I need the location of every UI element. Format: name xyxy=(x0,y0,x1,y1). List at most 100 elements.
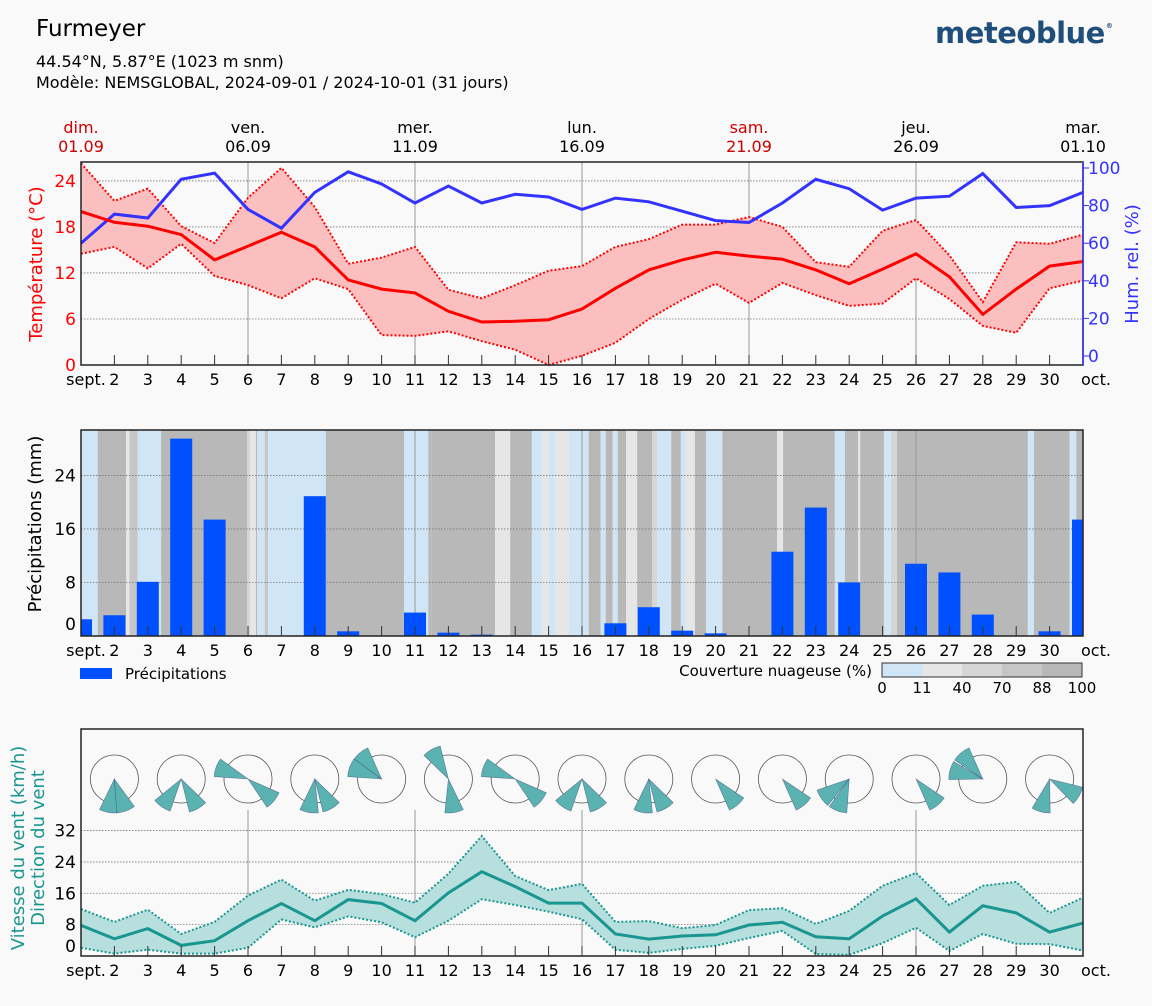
wind-direction-sector xyxy=(781,778,812,811)
wind-direction-sector xyxy=(514,778,547,808)
cloud-cover-stripe xyxy=(883,430,891,636)
precipitation-bar xyxy=(838,582,861,636)
x-tick-label: 5 xyxy=(210,370,220,389)
wind-rose xyxy=(624,754,674,814)
x-tick-label: 12 xyxy=(438,641,458,660)
x-tick-label: 8 xyxy=(310,641,320,660)
x-tick-label: 16 xyxy=(572,641,592,660)
humidity-tick-label: 60 xyxy=(1088,234,1110,254)
model-info: Modèle: NEMSGLOBAL, 2024-09-01 / 2024-10… xyxy=(36,73,509,92)
wind-direction-sector xyxy=(915,778,945,811)
wind-rose-circle xyxy=(490,754,540,804)
temperature-panel: sept. 2 3 4 5 6 7 8 9 10 11 12 13 14 15 16 17 18 19 20 21 22 2… xyxy=(26,159,1143,389)
x-tick-label: 4 xyxy=(176,641,186,660)
precipitation-bar xyxy=(804,507,827,636)
wind-direction-sector xyxy=(948,761,984,780)
x-tick-label: 29 xyxy=(1006,370,1026,389)
cloud-cover-stripe xyxy=(694,430,707,636)
weekday-label: mar. xyxy=(1065,118,1101,137)
wind-rose-circle xyxy=(824,754,874,804)
cloud-cover-stripe xyxy=(264,430,269,636)
cloud-cover-legend-tick: 11 xyxy=(912,679,931,697)
cloud-cover-stripe xyxy=(495,430,511,636)
wind-rose-circle xyxy=(223,754,273,804)
wind-direction-sector xyxy=(480,758,517,780)
cloud-cover-stripe xyxy=(81,430,98,636)
x-tick-label: 28 xyxy=(973,641,993,660)
cloud-cover-stripe xyxy=(706,430,723,636)
cloud-cover-stripe xyxy=(626,430,638,636)
wind-rose xyxy=(90,754,139,814)
x-tick-label: oct. xyxy=(1081,641,1111,660)
cloud-cover-stripe xyxy=(600,430,606,636)
cloud-cover-stripe xyxy=(612,430,618,636)
x-tick-label: 18 xyxy=(639,370,659,389)
humidity-axis-label: Hum. rel. (%) xyxy=(1122,204,1143,324)
x-tick-label: 10 xyxy=(371,641,391,660)
cloud-cover-legend-swatch xyxy=(922,663,962,677)
x-tick-label: 12 xyxy=(438,961,458,980)
cloud-cover-legend-swatch xyxy=(1002,663,1042,677)
precipitation-bar xyxy=(938,572,961,636)
x-tick-label: 23 xyxy=(806,641,826,660)
wind-direction-sector xyxy=(314,778,340,813)
x-tick-label: 3 xyxy=(143,641,153,660)
cloud-cover-stripe xyxy=(860,430,884,636)
date-label: 01.10 xyxy=(1060,137,1106,156)
cloud-cover-legend-tick: 0 xyxy=(877,679,887,697)
x-tick-label: 28 xyxy=(973,961,993,980)
cloud-cover-legend-tick: 70 xyxy=(992,679,1011,697)
cloud-cover-stripe xyxy=(428,430,432,636)
cloud-cover-stripe xyxy=(250,430,257,636)
wind-tick-label: 0 xyxy=(65,937,76,957)
x-tick-label: 18 xyxy=(639,961,659,980)
weekday-label: sam. xyxy=(730,118,769,137)
x-tick-label: 8 xyxy=(310,370,320,389)
precipitation-bar xyxy=(905,563,927,636)
wind-rose-circle xyxy=(156,754,206,804)
wind-direction-sector xyxy=(581,778,607,813)
x-tick-label: 14 xyxy=(505,641,525,660)
wind-direction-sector xyxy=(114,777,135,814)
wind-tick-label: 24 xyxy=(54,853,76,873)
x-tick-label: 2 xyxy=(109,370,119,389)
weekday-label: lun. xyxy=(567,118,597,137)
wind-range-band xyxy=(81,836,1083,955)
wind-direction-sector xyxy=(1048,778,1083,804)
cloud-cover-stripe xyxy=(588,430,601,636)
wind-rose-circle xyxy=(758,754,807,804)
x-tick-label: 24 xyxy=(839,961,859,980)
precipitation-bar xyxy=(81,619,92,636)
x-tick-label: 26 xyxy=(906,370,926,389)
wind-rose xyxy=(347,747,407,804)
weekday-label: mer. xyxy=(397,118,433,137)
wind-rose xyxy=(891,754,945,811)
cloud-cover-legend-frame xyxy=(881,662,1083,678)
precipitation-bar xyxy=(404,612,426,636)
humidity-tick-label: 40 xyxy=(1088,272,1110,292)
precipitation-legend-label: Précipitations xyxy=(125,665,227,683)
cloud-cover-stripe xyxy=(568,430,589,636)
wind-direction-sector xyxy=(154,778,182,812)
x-tick-label: 14 xyxy=(505,370,525,389)
meteoblue-logo[interactable]: meteoblue® xyxy=(935,16,1113,50)
wind-direction-sector xyxy=(180,778,207,813)
wind-rose xyxy=(1025,754,1083,814)
date-label: 21.09 xyxy=(726,137,772,156)
precipitation-bar xyxy=(103,615,126,636)
wind-rose-circle xyxy=(691,754,740,804)
wind-direction-sector xyxy=(633,777,653,814)
cloud-cover-stripe xyxy=(1033,430,1070,636)
cloud-cover-stripe xyxy=(722,430,778,636)
x-tick-label: 20 xyxy=(705,961,725,980)
precipitation-bar xyxy=(1072,519,1083,636)
x-tick-label: 23 xyxy=(806,961,826,980)
x-tick-label: 17 xyxy=(605,641,625,660)
cloud-cover-stripe xyxy=(97,430,127,636)
wind-direction-sector xyxy=(444,777,464,814)
cloud-cover-stripe xyxy=(246,430,251,636)
wind-direction-sector xyxy=(816,778,851,806)
humidity-tick-label: 20 xyxy=(1088,309,1110,329)
precipitation-axis-label: Précipitations (mm) xyxy=(25,436,46,613)
temperature-mean-line xyxy=(80,210,1084,324)
